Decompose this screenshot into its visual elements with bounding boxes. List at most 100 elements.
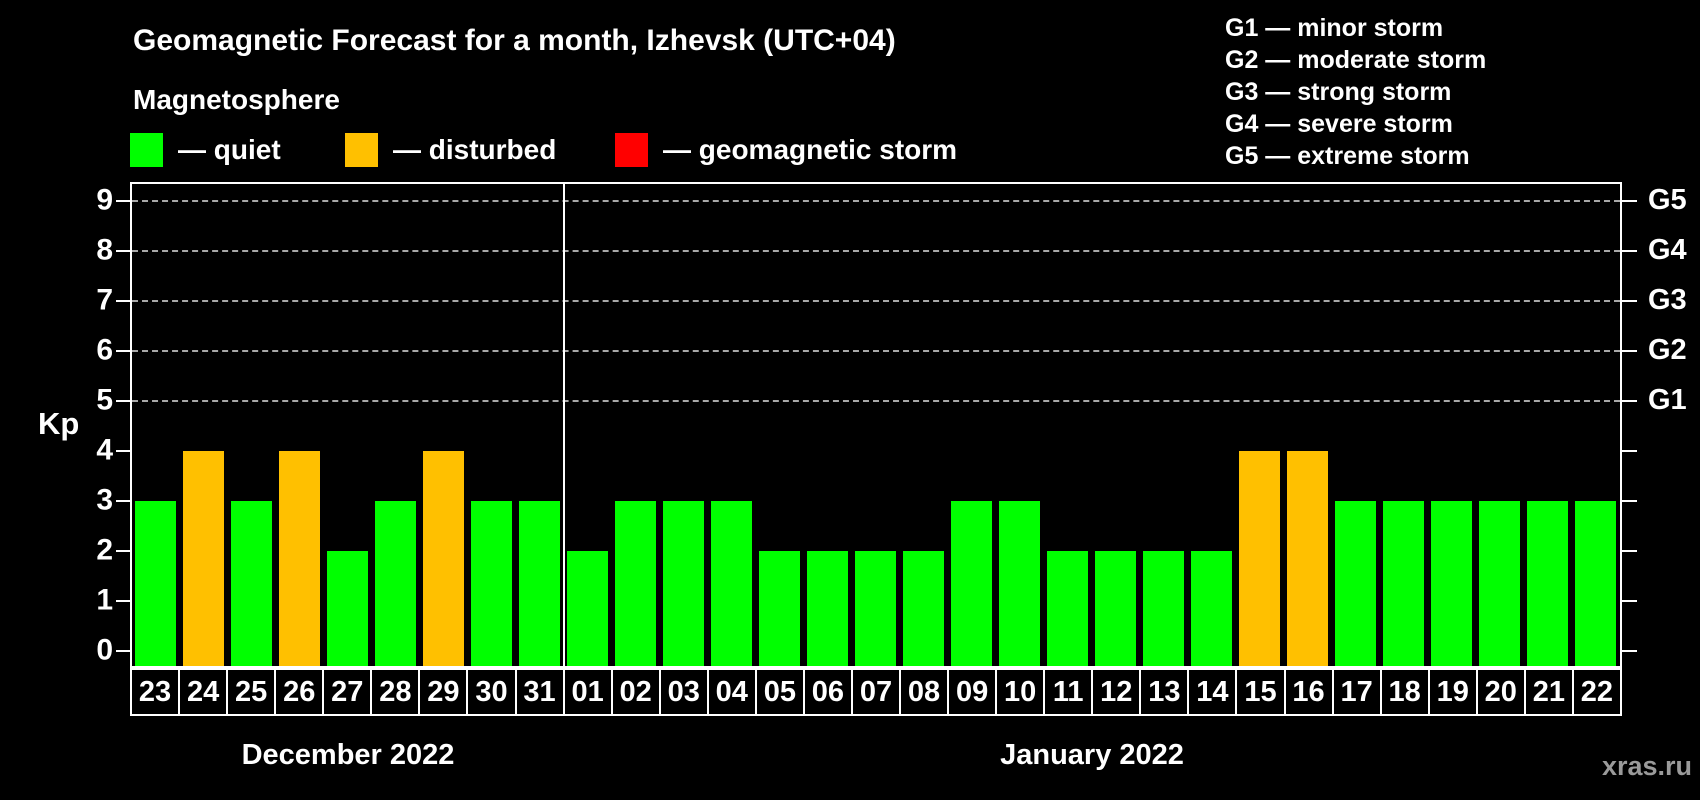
date-cell-14: 14 (1187, 668, 1238, 716)
date-cell-13: 13 (1139, 668, 1190, 716)
date-cell-09: 09 (947, 668, 998, 716)
y-axis-label-1: 1 (96, 583, 113, 617)
gridline-kp6 (132, 350, 1620, 352)
date-cell-16: 16 (1283, 668, 1334, 716)
date-cell-26: 26 (274, 668, 325, 716)
y-axis-label-3: 3 (96, 483, 113, 517)
right-axis-tick-5 (1622, 400, 1637, 402)
date-cell-08: 08 (899, 668, 950, 716)
date-cell-18: 18 (1379, 668, 1430, 716)
kp-bar-23 (135, 501, 176, 666)
subtitle-magnetosphere: Magnetosphere (133, 84, 340, 115)
storm-scale-line-g4: G4 — severe storm (1225, 110, 1453, 138)
g-level-label-g2: G2 (1648, 333, 1687, 366)
legend-item-disturbed: — disturbed (345, 133, 556, 167)
kp-bar-18 (1383, 501, 1424, 666)
legend-swatch-disturbed (345, 133, 378, 167)
date-cell-12: 12 (1091, 668, 1142, 716)
legend-swatch-storm (615, 133, 648, 167)
month-separator (563, 184, 565, 666)
right-axis-tick-3 (1622, 500, 1637, 502)
g-level-label-g3: G3 (1648, 283, 1687, 316)
kp-bar-15 (1239, 451, 1280, 666)
y-axis-tick-4 (116, 450, 130, 452)
legend-item-quiet: — quiet (130, 133, 281, 167)
kp-bar-26 (279, 451, 320, 666)
date-cell-15: 15 (1235, 668, 1286, 716)
month-label-december: December 2022 (241, 739, 455, 771)
kp-bar-31 (519, 501, 560, 666)
date-cell-19: 19 (1427, 668, 1478, 716)
kp-bar-29 (423, 451, 464, 666)
storm-scale-line-g2: G2 — moderate storm (1225, 46, 1487, 74)
month-label-january: January 2022 (1000, 739, 1184, 771)
g-level-label-g1: G1 (1648, 383, 1687, 416)
kp-bar-13 (1143, 551, 1184, 666)
kp-bar-25 (231, 501, 272, 666)
kp-bar-07 (855, 551, 896, 666)
y-axis-tick-2 (116, 550, 130, 552)
y-axis-tick-3 (116, 500, 130, 502)
date-cell-23: 23 (130, 668, 181, 716)
kp-bar-21 (1527, 501, 1568, 666)
storm-scale-line-g1: G1 — minor storm (1225, 14, 1444, 42)
right-axis-tick-4 (1622, 450, 1637, 452)
y-axis-tick-5 (116, 400, 130, 402)
date-cell-29: 29 (418, 668, 469, 716)
kp-bar-10 (999, 501, 1040, 666)
date-row: 23 24 25 26 27 28 29 30 31 01 02 03 04 05 06 07 08 09 10 11… (130, 668, 1622, 716)
kp-bar-16 (1287, 451, 1328, 666)
gridline-kp8 (132, 250, 1620, 252)
right-axis-tick-2 (1622, 550, 1637, 552)
kp-bar-11 (1047, 551, 1088, 666)
kp-bar-17 (1335, 501, 1376, 666)
y-axis-label-7: 7 (96, 283, 113, 317)
g-level-label-g5: G5 (1648, 183, 1687, 216)
right-axis-tick-7 (1622, 300, 1637, 302)
date-cell-04: 04 (706, 668, 757, 716)
date-cell-05: 05 (754, 668, 805, 716)
right-axis-tick-9 (1622, 200, 1637, 202)
kp-bar-22 (1575, 501, 1616, 666)
storm-scale-line-g3: G3 — strong storm (1225, 78, 1452, 106)
date-cell-30: 30 (466, 668, 517, 716)
y-axis-label-9: 9 (96, 183, 113, 217)
storm-scale-line-g5: G5 — extreme storm (1225, 142, 1470, 170)
kp-bar-14 (1191, 551, 1232, 666)
storm-scale-legend: G1 — minor storm G2 — moderate storm G3 … (1225, 12, 1486, 172)
legend-label-storm: — geomagnetic storm (663, 134, 958, 165)
right-axis-tick-0 (1622, 650, 1637, 652)
y-axis-tick-6 (116, 350, 130, 352)
date-cell-27: 27 (322, 668, 373, 716)
legend-label-quiet: — quiet (178, 134, 281, 165)
y-axis-label-2: 2 (96, 533, 113, 567)
kp-bar-30 (471, 501, 512, 666)
date-cell-03: 03 (658, 668, 709, 716)
date-cell-17: 17 (1331, 668, 1382, 716)
kp-bar-09 (951, 501, 992, 666)
y-axis-tick-8 (116, 250, 130, 252)
y-axis-tick-7 (116, 300, 130, 302)
legend-label-disturbed: — disturbed (393, 134, 557, 165)
date-cell-31: 31 (514, 668, 565, 716)
date-cell-06: 06 (802, 668, 853, 716)
date-cell-25: 25 (226, 668, 277, 716)
y-axis-label-5: 5 (96, 383, 113, 417)
kp-axis-title: Kp (38, 406, 80, 441)
kp-bar-28 (375, 501, 416, 666)
right-axis-tick-6 (1622, 350, 1637, 352)
y-axis-tick-1 (116, 600, 130, 602)
date-cell-11: 11 (1043, 668, 1094, 716)
y-axis-tick-0 (116, 650, 130, 652)
date-cell-01: 01 (562, 668, 613, 716)
kp-bar-04 (711, 501, 752, 666)
kp-bar-12 (1095, 551, 1136, 666)
date-cell-22: 22 (1571, 668, 1622, 716)
kp-bar-03 (663, 501, 704, 666)
kp-bar-20 (1479, 501, 1520, 666)
kp-bar-06 (807, 551, 848, 666)
y-axis-label-8: 8 (96, 233, 113, 267)
gridline-kp9 (132, 200, 1620, 202)
gridline-kp7 (132, 300, 1620, 302)
kp-bar-08 (903, 551, 944, 666)
